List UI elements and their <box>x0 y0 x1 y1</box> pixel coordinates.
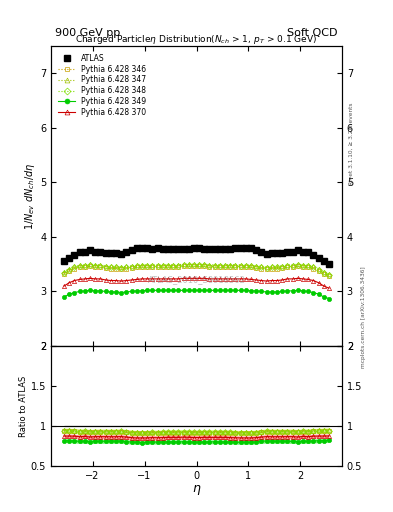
X-axis label: η: η <box>193 482 200 495</box>
Y-axis label: Ratio to ATLAS: Ratio to ATLAS <box>19 375 28 437</box>
Title: Charged Particle$\eta$ Distribution($N_{ch}$ > 1, $p_{T}$ > 0.1 GeV): Charged Particle$\eta$ Distribution($N_{… <box>75 33 318 46</box>
Legend: ATLAS, Pythia 6.428 346, Pythia 6.428 347, Pythia 6.428 348, Pythia 6.428 349, P: ATLAS, Pythia 6.428 346, Pythia 6.428 34… <box>57 52 148 119</box>
Text: Rivet 3.1.10, ≥ 3.2M events: Rivet 3.1.10, ≥ 3.2M events <box>349 102 354 185</box>
Text: 900 GeV pp: 900 GeV pp <box>55 28 120 38</box>
Text: Soft QCD: Soft QCD <box>288 28 338 38</box>
Text: ATLAS_2010_S8918562: ATLAS_2010_S8918562 <box>147 275 246 285</box>
Text: mcplots.cern.ch [arXiv:1306.3436]: mcplots.cern.ch [arXiv:1306.3436] <box>361 267 366 368</box>
Y-axis label: $1/N_{ev}\ dN_{ch}/d\eta$: $1/N_{ev}\ dN_{ch}/d\eta$ <box>23 162 37 230</box>
